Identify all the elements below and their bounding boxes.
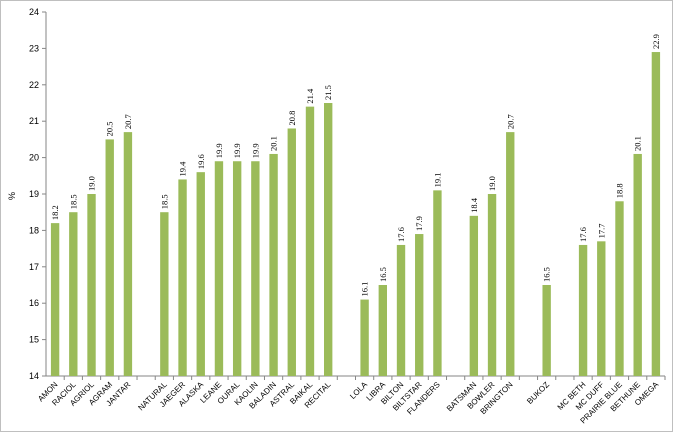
bar: [160, 212, 169, 376]
data-label: 17.7: [596, 223, 606, 238]
bar: [378, 285, 387, 376]
data-label: 18.8: [614, 183, 624, 198]
data-label: 20.7: [505, 114, 515, 129]
bar: [178, 179, 187, 376]
bars: [50, 52, 661, 376]
bar: [615, 201, 624, 376]
bar: [287, 128, 296, 376]
data-label: 19.9: [232, 143, 242, 158]
data-label: 19.6: [196, 154, 206, 169]
data-label: 17.9: [414, 216, 424, 231]
data-label: 21.4: [305, 88, 315, 104]
data-label: 18.5: [159, 194, 169, 209]
data-label: 19.0: [487, 176, 497, 191]
data-label: 19.9: [250, 143, 260, 158]
data-label: 18.2: [50, 205, 60, 220]
y-tick-label: 15: [29, 335, 39, 345]
bar: [87, 194, 96, 376]
y-tick-label: 23: [29, 43, 39, 53]
data-label: 19.0: [87, 176, 97, 191]
bar: [251, 161, 260, 376]
y-tick-label: 22: [29, 80, 39, 90]
bar: [597, 241, 606, 376]
y-tick-label: 17: [29, 262, 39, 272]
y-tick-label: 16: [29, 298, 39, 308]
data-label: 20.1: [633, 136, 643, 151]
bar: [415, 234, 424, 376]
bar: [506, 132, 515, 376]
bar: [487, 194, 497, 376]
data-label: 20.8: [287, 111, 297, 126]
bar: [305, 106, 315, 376]
bar: [232, 161, 242, 376]
y-tick-label: 18: [29, 225, 39, 235]
data-label: 22.9: [651, 34, 661, 49]
bar: [196, 172, 205, 376]
y-tick-label: 20: [29, 153, 39, 163]
data-label: 17.6: [578, 227, 588, 242]
bar: [105, 139, 114, 376]
bar: [360, 299, 369, 376]
data-label: 19.4: [178, 161, 188, 177]
data-label: 19.9: [214, 143, 224, 158]
data-label: 21.5: [323, 85, 333, 100]
data-label: 19.1: [432, 172, 442, 187]
axes: 14 15 16 17 18 19 20 21 22 23 24: [29, 7, 666, 381]
data-label: 20.1: [269, 136, 279, 151]
bar: [651, 52, 661, 376]
bar: [633, 153, 642, 376]
y-tick-label: 21: [29, 116, 39, 126]
bar: [214, 161, 224, 376]
data-label: 20.5: [105, 122, 115, 137]
category-label: BUKOZ: [525, 380, 551, 406]
bar: [469, 215, 479, 376]
data-label: 18.5: [68, 194, 78, 209]
bar: [578, 244, 588, 376]
data-label: 20.7: [123, 114, 133, 129]
data-label: 16.1: [360, 282, 370, 297]
y-tick-label: 19: [29, 189, 39, 199]
data-labels: 18.2 18.5 19.0 20.5 20.7 18.5 19.4 19.6 19.9 19.9…: [50, 34, 661, 296]
bar: [396, 244, 406, 376]
bar: [269, 153, 278, 376]
y-tick-label: 24: [29, 7, 39, 17]
data-label: 16.5: [378, 267, 388, 282]
bar: [542, 285, 551, 376]
y-tick-label: 14: [29, 371, 39, 381]
data-label: 17.6: [396, 227, 406, 242]
y-axis-label: %: [7, 192, 17, 200]
bar: [123, 132, 133, 376]
data-label: 18.4: [469, 197, 479, 213]
bar: [324, 103, 333, 376]
bar: [50, 223, 60, 376]
bar: [433, 190, 442, 376]
data-label: 16.5: [542, 267, 552, 282]
bar: [69, 212, 78, 376]
